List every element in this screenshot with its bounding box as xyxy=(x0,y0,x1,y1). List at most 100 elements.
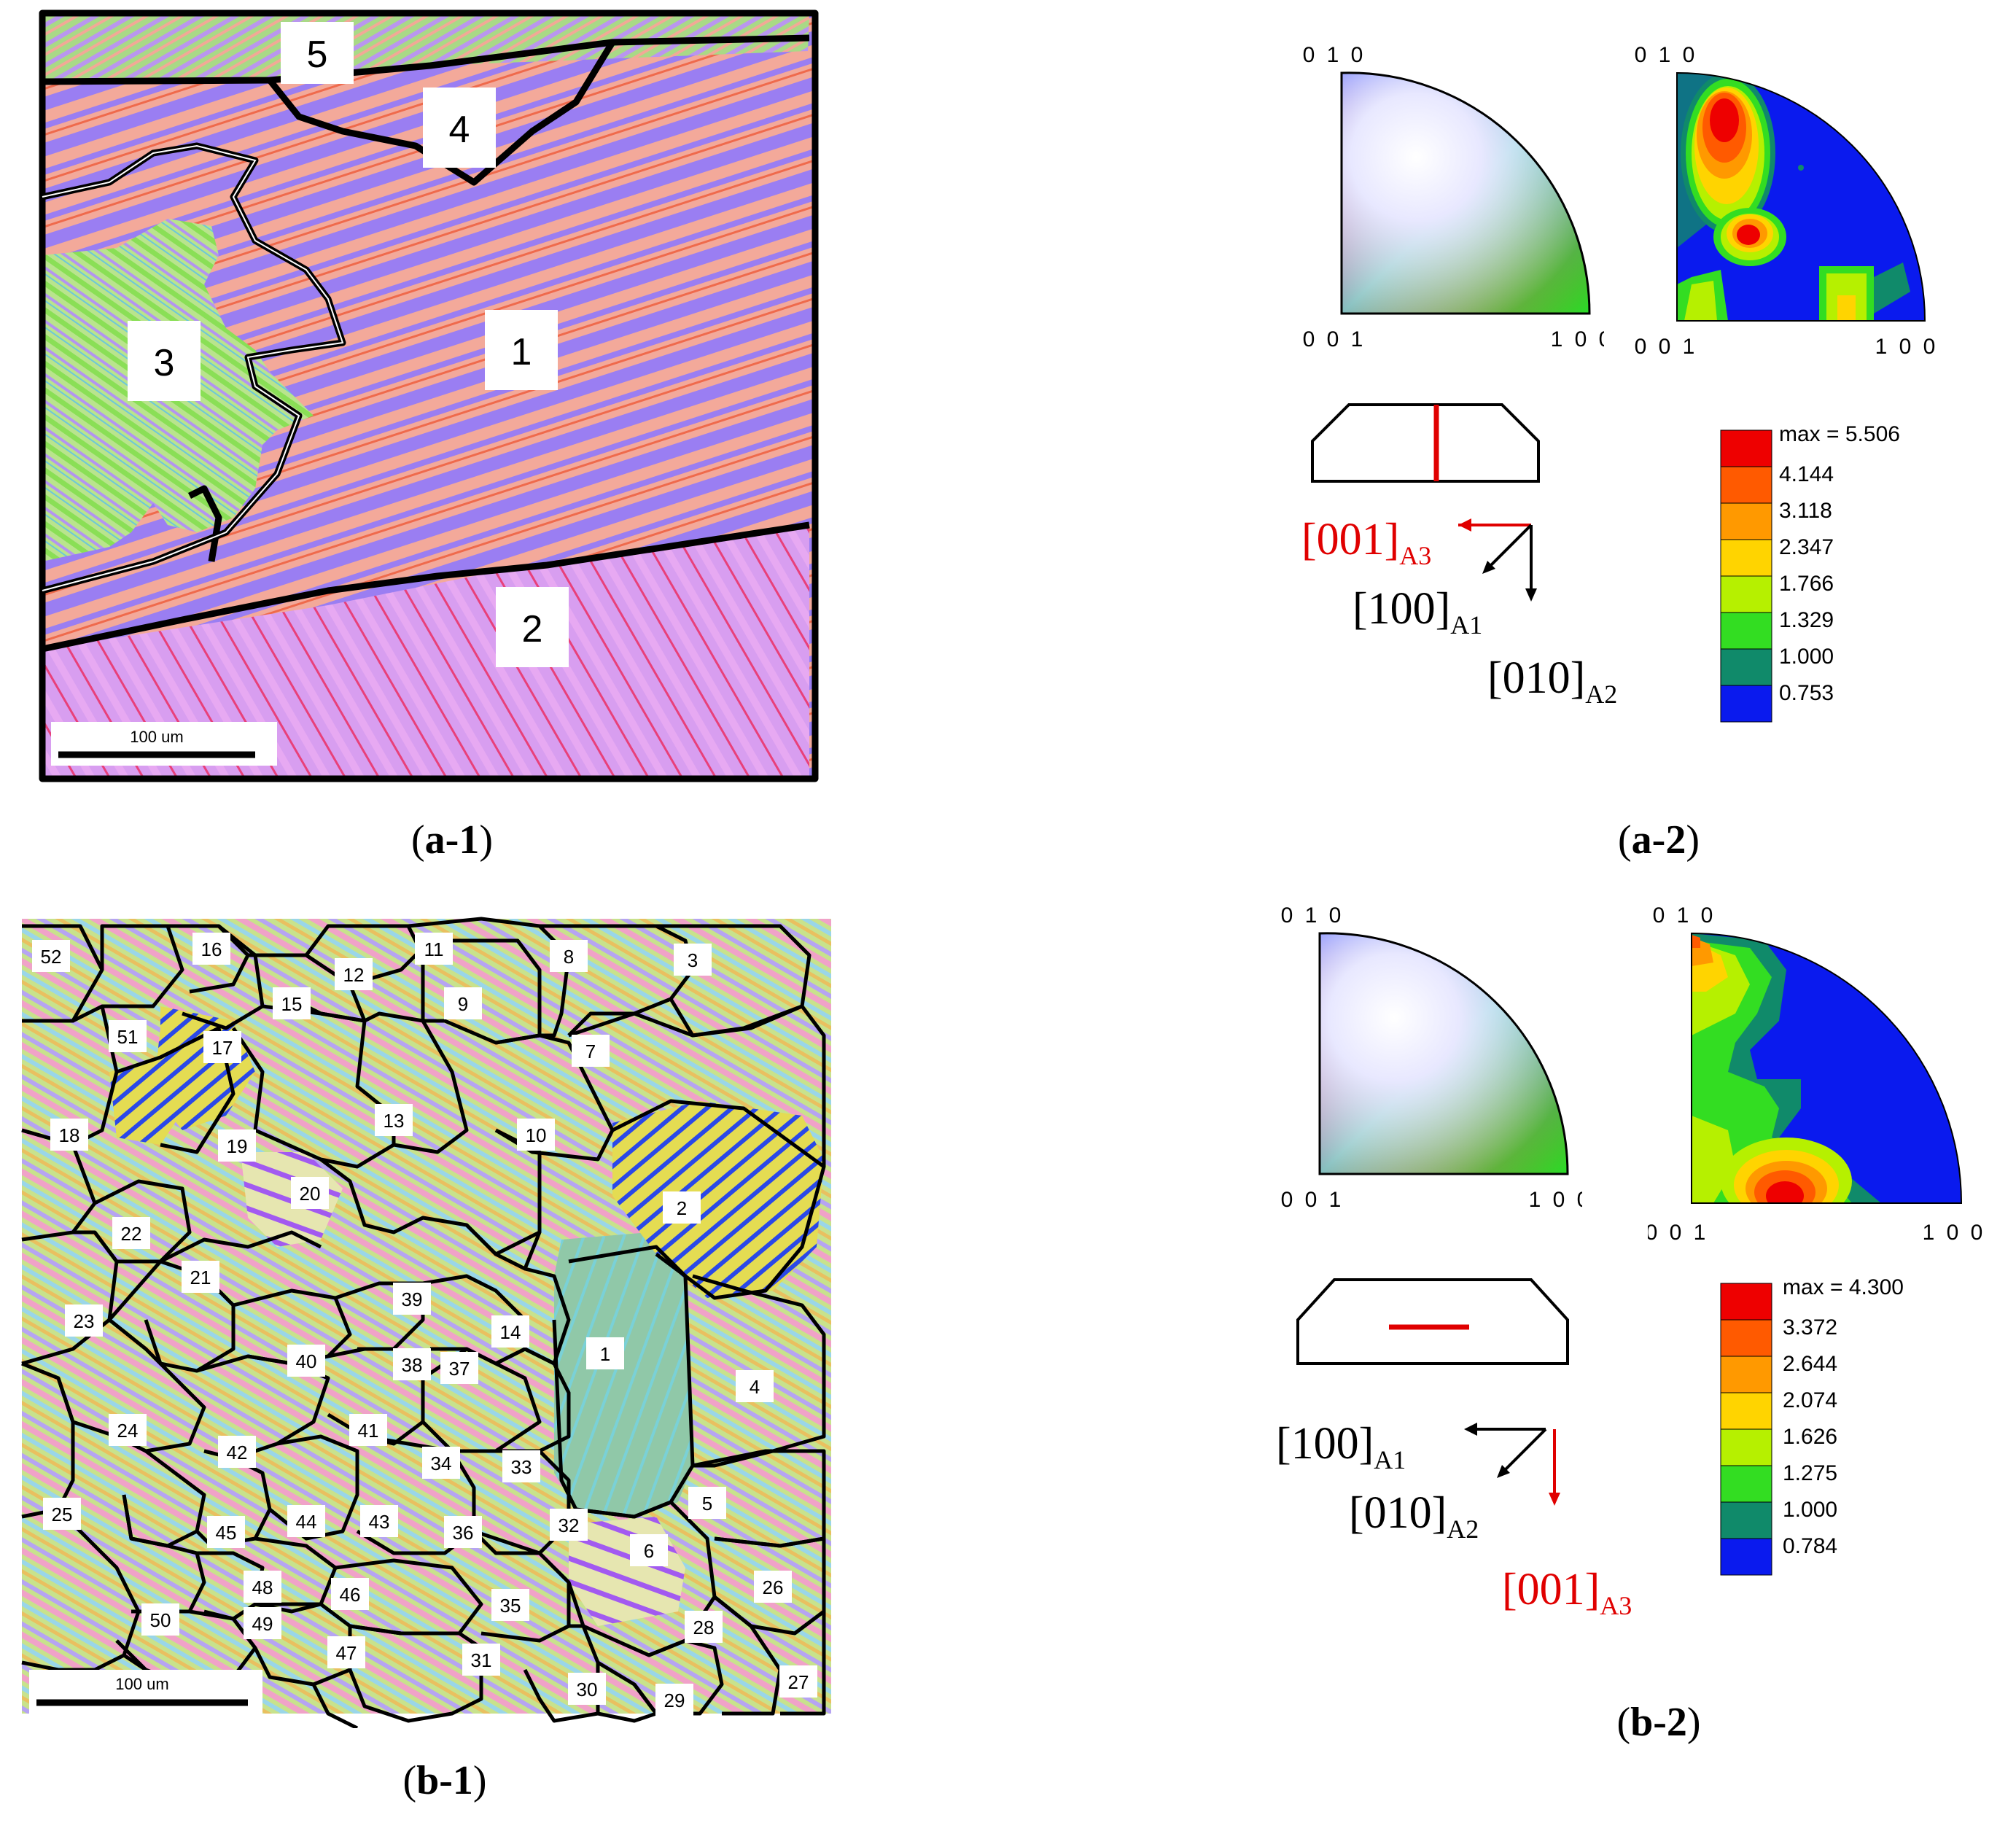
grain-label-box xyxy=(327,1636,365,1668)
grain-label: 11 xyxy=(424,938,444,960)
grain-label-box xyxy=(550,1509,588,1541)
grain-label: 18 xyxy=(59,1124,80,1146)
grain-label-box xyxy=(273,987,311,1019)
grain-label-box xyxy=(207,1516,245,1548)
legend-max: max = 5.506 xyxy=(1779,422,1900,446)
panel-a2: 0 1 0 0 0 1 1 0 0 xyxy=(1239,0,2016,890)
grain-label: 10 xyxy=(526,1124,547,1146)
ipf-key-origin-label: 0 0 1 xyxy=(1281,1188,1344,1212)
grain-label-box xyxy=(485,310,558,390)
scale-bar-label: 100 um xyxy=(130,728,183,746)
grain-label: 29 xyxy=(664,1689,685,1711)
legend-swatch xyxy=(1720,1283,1772,1321)
grain-label-box xyxy=(109,1020,147,1052)
grain-label: 39 xyxy=(402,1288,423,1310)
grain-label-box xyxy=(423,88,496,168)
axis-label-red: [001]A3 xyxy=(1301,515,1431,570)
grain-label-box xyxy=(182,1261,219,1293)
grain-label: 24 xyxy=(117,1420,139,1442)
legend-swatch xyxy=(1720,429,1772,467)
grain-label: 13 xyxy=(384,1110,405,1132)
grain-label-box xyxy=(203,1031,241,1063)
caption-a1: (a-1) xyxy=(411,817,493,863)
grain-label-box xyxy=(685,1611,723,1643)
ipf-key-a2: 0 1 0 0 0 1 1 0 0 xyxy=(1303,43,1604,351)
legend-swatch xyxy=(1720,1319,1772,1357)
grain-label-box xyxy=(128,321,201,401)
grain-label-box xyxy=(141,1603,179,1636)
grain-label: 38 xyxy=(402,1354,423,1376)
grain-label: 5 xyxy=(702,1493,712,1514)
grain-label-box xyxy=(444,987,482,1019)
legend-swatch xyxy=(1720,539,1772,577)
legend-level: 3.372 xyxy=(1783,1315,1837,1339)
grain-label-box xyxy=(43,1498,81,1530)
grain-label: 1 xyxy=(600,1343,610,1365)
grain-label-box xyxy=(568,1673,606,1705)
grain-label-box xyxy=(393,1283,431,1315)
legend-level: 1.329 xyxy=(1779,608,1834,632)
grain-label-box xyxy=(496,587,569,667)
scale-bar-bg xyxy=(51,722,277,766)
pole-figure-right-label: 1 0 0 xyxy=(1875,335,1939,359)
grain-label: 9 xyxy=(458,993,468,1015)
axis-label-a2: [010]A2 xyxy=(1487,653,1617,709)
grain-label: 32 xyxy=(559,1514,580,1536)
grain-label: 26 xyxy=(763,1576,784,1598)
grain-label: 8 xyxy=(564,946,574,968)
ipf-key-top-label: 0 1 0 xyxy=(1303,43,1366,67)
grain-label-box xyxy=(244,1571,281,1603)
sample-orientation-b2: [100]A1 [010]A2 [001]A3 xyxy=(1276,1278,1632,1620)
grain-label: 3 xyxy=(688,949,698,971)
legend-max: max = 4.300 xyxy=(1783,1275,1904,1299)
axis-label-red: [001]A3 xyxy=(1502,1565,1632,1620)
axis-label-a1: [100]A1 xyxy=(1353,584,1482,639)
grain-label: 2 xyxy=(677,1197,687,1219)
grain-label-box xyxy=(736,1370,774,1402)
legend-level: 0.753 xyxy=(1779,681,1834,705)
ipf-key-right-label: 1 0 0 xyxy=(1551,327,1604,351)
grain-label-box xyxy=(109,1414,147,1446)
grain-label-box xyxy=(754,1571,792,1603)
grain-label: 5 xyxy=(307,34,328,76)
grain-label: 1 xyxy=(511,331,532,373)
grain-label-box xyxy=(375,1104,413,1136)
legend-swatch xyxy=(1720,685,1772,723)
legend-level: 1.766 xyxy=(1779,572,1834,596)
legend-level: 2.644 xyxy=(1783,1352,1837,1376)
grain-label: 4 xyxy=(750,1376,760,1398)
scale-bar-bg xyxy=(29,1670,262,1721)
grain-label-box xyxy=(112,1217,150,1249)
pole-figure-origin-label: 0 0 1 xyxy=(1635,335,1698,359)
grain-label: 37 xyxy=(449,1358,470,1380)
grain-label: 50 xyxy=(150,1609,171,1631)
legend-swatch xyxy=(1720,648,1772,686)
grain-label: 14 xyxy=(500,1321,521,1343)
legend-bars xyxy=(1720,429,1772,723)
legend-level: 2.347 xyxy=(1779,535,1834,559)
grain-label-box xyxy=(491,1589,529,1621)
axis-label-a1: [100]A1 xyxy=(1276,1419,1406,1474)
grain-label-box xyxy=(192,933,230,965)
legend-a2: max = 5.506 4.144 3.118 2.347 1.766 1.329 1.0… xyxy=(1720,422,1900,723)
grain-label-box xyxy=(360,1505,398,1537)
caption-b2: (b-2) xyxy=(1616,1700,1701,1745)
grain-label-box xyxy=(630,1534,668,1566)
legend-level: 1.000 xyxy=(1779,645,1834,669)
grain-label: 21 xyxy=(190,1267,211,1288)
grain-label-box xyxy=(462,1644,500,1676)
grain-label-box xyxy=(218,1129,256,1162)
grain-label: 25 xyxy=(52,1504,73,1525)
grain-label-box xyxy=(287,1345,325,1377)
pole-figure-top-label: 0 1 0 xyxy=(1635,43,1698,67)
grain-label: 6 xyxy=(644,1540,654,1562)
legend-level: 3.118 xyxy=(1779,499,1832,523)
grain-label-box xyxy=(550,940,588,972)
grain-label: 23 xyxy=(74,1310,95,1332)
grain-label: 17 xyxy=(212,1037,233,1059)
panel-b2: 0 1 0 0 0 1 1 0 0 0 1 0 0 0 1 1 0 0 xyxy=(1239,875,2016,1745)
grain-label-box xyxy=(517,1119,555,1151)
grain-label-box xyxy=(349,1414,387,1446)
legend-swatch xyxy=(1720,1428,1772,1466)
